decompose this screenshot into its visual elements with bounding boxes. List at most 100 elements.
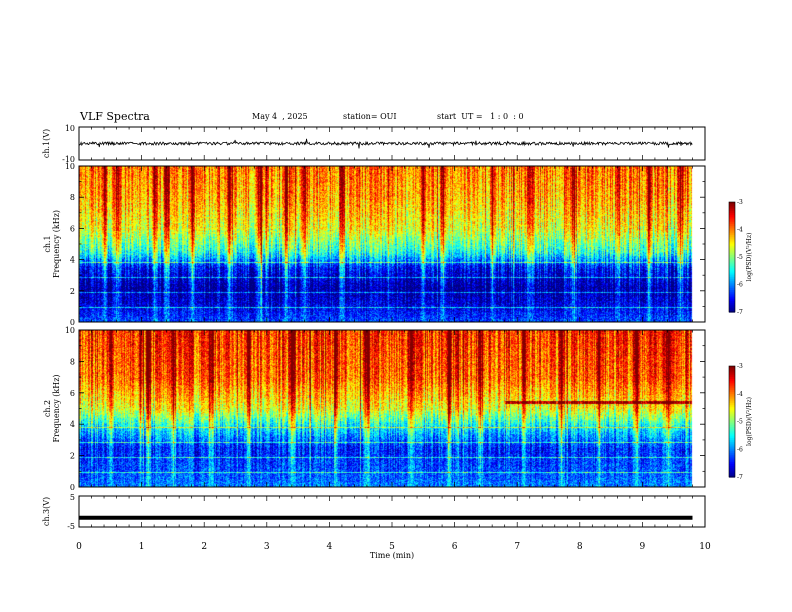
colorbar-cell xyxy=(729,203,735,207)
ch1-spec-colorbar-tick: -4 xyxy=(737,227,743,234)
x-tick-label: 4 xyxy=(327,542,333,552)
ch1-spec-colorbar-label: log(PSD)(V²/Hz) xyxy=(746,233,753,282)
colorbar-cell xyxy=(729,369,735,373)
colorbar-cell xyxy=(729,436,735,439)
ch1-spec-ytick-label: 6 xyxy=(70,224,75,233)
chart-title: VLF Spectra xyxy=(80,110,150,123)
ch1-spec-colorbar-tick: -3 xyxy=(737,199,743,206)
colorbar-cell xyxy=(729,467,735,471)
colorbar-cell xyxy=(729,465,735,469)
colorbar-cell xyxy=(729,293,735,297)
date-label: May 4 , 2025 xyxy=(252,112,308,121)
colorbar-cell xyxy=(729,378,735,382)
x-tick-label: 0 xyxy=(76,542,82,552)
colorbar-cell xyxy=(729,397,735,400)
colorbar-cell xyxy=(729,410,735,413)
ch3-wave-ylabel: ch.3(V) xyxy=(42,497,51,526)
ch1-wave-ylabel: ch.1(V) xyxy=(42,129,51,158)
colorbar-cell xyxy=(729,390,735,393)
colorbar-cell xyxy=(729,421,735,424)
colorbar-cell xyxy=(729,473,735,476)
colorbar-cell xyxy=(729,434,735,437)
colorbar-cell xyxy=(729,419,735,423)
colorbar-cell xyxy=(729,209,735,212)
x-tick-label: 8 xyxy=(577,542,583,552)
ch1-wave-ytick-top: 10 xyxy=(65,124,75,133)
colorbar-cell xyxy=(729,211,735,214)
colorbar-cell xyxy=(729,284,735,287)
ch2-spec-ylabel-line2: Frequency (kHz) xyxy=(52,374,61,442)
colorbar-cell xyxy=(729,462,735,465)
ch2-spec-colorbar-frame xyxy=(728,365,736,478)
colorbar-cell xyxy=(729,382,735,386)
colorbar-cell xyxy=(729,430,735,434)
colorbar-cell xyxy=(729,458,735,461)
colorbar-cell xyxy=(729,291,735,295)
ch1-spec-ytick-label: 4 xyxy=(70,256,75,265)
colorbar-cell xyxy=(729,440,735,443)
colorbar-cell xyxy=(729,460,735,463)
colorbar-cell xyxy=(729,401,735,404)
colorbar-cell xyxy=(729,438,735,441)
spectrogram-image-ch1 xyxy=(79,166,705,322)
colorbar-cell xyxy=(729,213,735,216)
colorbar-cell xyxy=(729,393,735,397)
colorbar-cell xyxy=(729,249,735,253)
colorbar-cell xyxy=(729,301,735,304)
ch2-spec-colorbar-tick: -6 xyxy=(737,446,743,453)
colorbar-cell xyxy=(729,279,735,282)
colorbar-cell xyxy=(729,454,735,458)
colorbar-cell xyxy=(729,445,735,448)
ch1-spec-colorbar-tick: -7 xyxy=(737,309,743,316)
colorbar-cell xyxy=(729,227,735,231)
ch2-spec-ytick-label: 6 xyxy=(70,389,75,398)
x-tick-label: 3 xyxy=(264,542,270,552)
colorbar-cell xyxy=(729,456,735,460)
colorbar-cell xyxy=(729,449,735,452)
colorbar-cell xyxy=(729,242,735,245)
ch1-spec-colorbar-frame xyxy=(728,201,736,313)
colorbar-cell xyxy=(729,367,735,371)
colorbar-cell xyxy=(729,391,735,395)
colorbar-cell xyxy=(729,366,735,369)
colorbar-cell xyxy=(729,207,735,210)
colorbar-cell xyxy=(729,258,735,262)
ch2-spec-colorbar-tick: -7 xyxy=(737,474,743,481)
colorbar-cell xyxy=(729,282,735,286)
ch2-spec-ytick-label: 2 xyxy=(70,452,75,461)
colorbar-cell xyxy=(729,273,735,276)
ch1-spec-ytick-label: 10 xyxy=(65,162,75,171)
colorbar-cell xyxy=(729,404,735,408)
colorbar-cell xyxy=(729,277,735,280)
colorbar-cell xyxy=(729,202,735,205)
colorbar-cell xyxy=(729,423,735,426)
colorbar-cell xyxy=(729,406,735,410)
colorbar-cell xyxy=(729,286,735,289)
ch3-wave-ytick-bottom: -5 xyxy=(67,522,75,531)
ch1-spec-ytick-label: 8 xyxy=(70,193,75,202)
colorbar-cell xyxy=(729,251,735,254)
colorbar-cell xyxy=(729,412,735,415)
colorbar-cell xyxy=(729,475,735,478)
ch1-spec-ylabel-line1: ch.1 xyxy=(43,235,52,252)
colorbar-cell xyxy=(729,425,735,428)
colorbar-cell xyxy=(729,417,735,421)
colorbar-cell xyxy=(729,297,735,300)
ch2-spec-ytick-label: 0 xyxy=(70,483,75,492)
colorbar-cell xyxy=(729,238,735,242)
colorbar-cell xyxy=(729,247,735,251)
colorbar-cell xyxy=(729,288,735,291)
station-label: station= OUI xyxy=(343,112,397,121)
ch2-spec-ytick-label: 10 xyxy=(65,326,75,335)
colorbar-cell xyxy=(729,253,735,256)
colorbar-cell xyxy=(729,310,735,313)
colorbar-cell xyxy=(729,386,735,389)
ch2-spec-ytick-label: 8 xyxy=(70,357,75,366)
colorbar-cell xyxy=(729,235,735,238)
colorbar-cell xyxy=(729,271,735,275)
colorbar-cell xyxy=(729,302,735,306)
x-tick-label: 9 xyxy=(640,542,646,552)
colorbar-cell xyxy=(729,380,735,384)
colorbar-cell xyxy=(729,233,735,236)
colorbar-cell xyxy=(729,257,735,260)
